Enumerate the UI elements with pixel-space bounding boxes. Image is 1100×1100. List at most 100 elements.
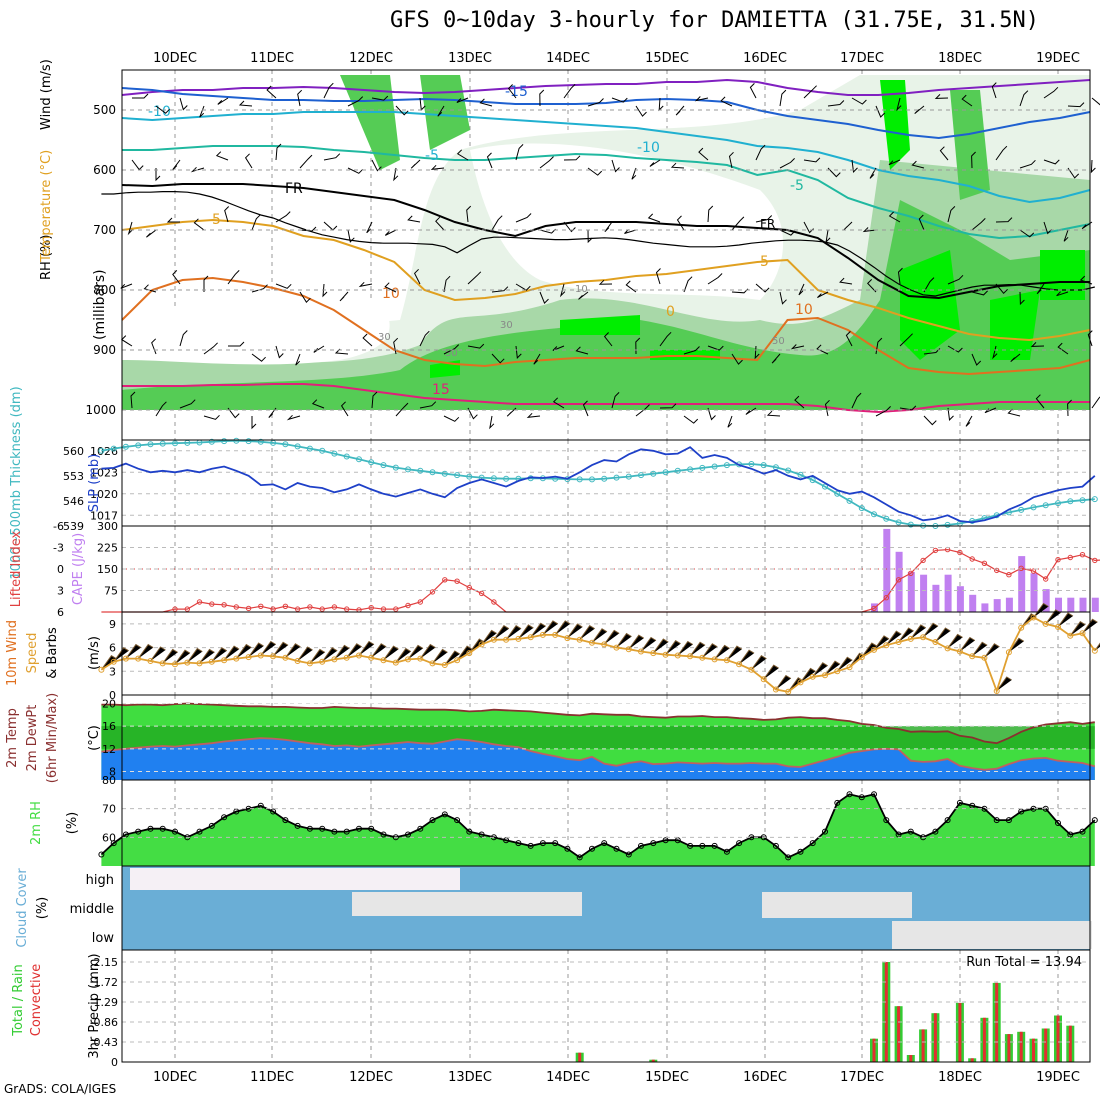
- wind-speed-line-point: [748, 666, 755, 673]
- rh2m-line-point: [417, 825, 424, 832]
- rh2m-line-point: [1079, 828, 1086, 835]
- panel-label: (6hr Min/Max): [45, 693, 60, 783]
- rh2m-line-point: [772, 842, 779, 849]
- lifted-index-point: [883, 595, 889, 601]
- panel-label: 1000~500mb Thickness (dm): [9, 386, 24, 579]
- thickness-line-point: [576, 476, 583, 483]
- lifted-index-point: [895, 577, 902, 583]
- wind-speed-line-point: [221, 657, 228, 664]
- wind-speed-line-point: [319, 658, 326, 665]
- thickness-line-point: [883, 515, 890, 522]
- cape-bar: [920, 574, 928, 612]
- cape-bar: [1067, 597, 1075, 612]
- wind-speed-line-point: [723, 657, 730, 664]
- thickness-line-point: [490, 475, 497, 482]
- wind-speed-line-point: [527, 634, 534, 641]
- dewpoint-line: [101, 737, 1096, 771]
- cape-bar: [1018, 556, 1026, 612]
- upper-wind-barbs: [120, 82, 1100, 430]
- lifted-index-point: [932, 547, 939, 554]
- wind-speed-line-point: [1042, 620, 1049, 627]
- rh2m-line-point: [343, 828, 350, 835]
- rh-shade: [122, 200, 1090, 410]
- wind-speed-line-point: [969, 653, 976, 660]
- cloud-clear-high: [130, 868, 460, 890]
- rh2m-line-point: [441, 811, 448, 818]
- thickness-line-point: [110, 445, 117, 452]
- temperature-label: 5: [760, 254, 769, 270]
- wind-speed-line-point: [552, 631, 559, 638]
- wind-speed-line-point: [883, 642, 890, 649]
- thickness-line-point: [147, 441, 154, 448]
- day-label-top: 11DEC: [250, 51, 294, 66]
- day-label-top: 15DEC: [645, 51, 689, 66]
- thickness-line-point: [822, 483, 828, 490]
- wind-speed-line-point: [368, 654, 375, 661]
- wind-speed-line-point: [392, 659, 399, 666]
- thickness-line-point: [760, 462, 767, 469]
- side-label-temperature: Temperature (°C): [39, 150, 54, 263]
- thickness-line-point: [638, 472, 644, 479]
- panel-label: Cloud Cover: [15, 868, 30, 948]
- thickness-line-point: [871, 511, 877, 518]
- thickness-line-point: [294, 443, 301, 450]
- rh2m-line-point: [871, 791, 877, 798]
- wind-speed-line-point: [490, 636, 497, 643]
- cape-tick: 150: [97, 563, 118, 576]
- wind-speed-line-point: [294, 658, 301, 664]
- rh2m-line-point: [687, 842, 694, 849]
- lifted-index-point: [405, 602, 411, 609]
- wind-speed-line-point: [699, 654, 706, 661]
- wind-speed-line-point: [564, 635, 571, 642]
- lifted-index-point: [1079, 552, 1086, 558]
- lifted-index-point: [454, 578, 460, 584]
- convective-bar: [897, 1006, 901, 1062]
- wind-speed-line-point: [981, 654, 988, 661]
- rh-tick: 60: [102, 831, 116, 844]
- day-label-bottom: 19DEC: [1036, 1070, 1080, 1085]
- wind-speed-line-point: [1079, 630, 1086, 637]
- thickness-line-point: [417, 467, 424, 474]
- day-label-bottom: 13DEC: [448, 1070, 492, 1085]
- day-label-bottom: 16DEC: [743, 1070, 787, 1085]
- rh2m-line-point: [466, 828, 473, 835]
- wind-speed-line-point: [282, 654, 289, 661]
- thickness-line-point: [319, 447, 326, 454]
- convective-bar: [909, 1055, 913, 1062]
- convective-bar: [1056, 1015, 1060, 1062]
- rh2m-line-point: [797, 848, 804, 855]
- thickness-line-point: [895, 519, 902, 526]
- wind-speed-line-point: [993, 688, 1000, 694]
- lifted-index-point: [908, 570, 914, 576]
- rh2m-line-point: [527, 842, 534, 849]
- wind-speed-line-point: [417, 655, 424, 662]
- precip-tick: 0.86: [94, 1016, 119, 1029]
- wind-speed-line-point: [184, 659, 191, 666]
- rh-label: 50: [772, 336, 785, 347]
- pressure-tick: 500: [93, 103, 116, 117]
- thickness-line-point: [441, 470, 448, 477]
- chart-title: GFS 0~10day 3-hourly for DAMIETTA (31.75…: [390, 8, 1040, 33]
- cloud-level-label: low: [92, 931, 115, 946]
- cape-tick: 75: [104, 585, 118, 598]
- wind-speed-line-point: [576, 636, 583, 643]
- day-label-bottom: 18DEC: [938, 1070, 982, 1085]
- thickness-line-point: [723, 462, 730, 469]
- lifted-index-point: [1018, 565, 1024, 571]
- rh2m-line-point: [662, 837, 669, 844]
- thickness-line-point: [208, 438, 215, 445]
- thickness-line-point: [1042, 502, 1049, 509]
- thickness-line-point: [122, 443, 129, 450]
- wind-speed-line-point: [895, 639, 902, 645]
- cape-bar: [1005, 597, 1013, 612]
- wind-speed-line-point: [858, 654, 865, 661]
- temperature-label: 10: [382, 286, 400, 302]
- rh-tick: 70: [102, 803, 116, 816]
- wind-speed-line-point: [306, 660, 313, 667]
- thickness-line-point: [748, 461, 755, 467]
- wind-speed-line-point: [172, 661, 178, 668]
- temperature-label: 10: [795, 302, 813, 318]
- lifted-index-point: [245, 605, 252, 612]
- day-label-top: 14DEC: [546, 51, 590, 66]
- convective-bar: [970, 1058, 974, 1062]
